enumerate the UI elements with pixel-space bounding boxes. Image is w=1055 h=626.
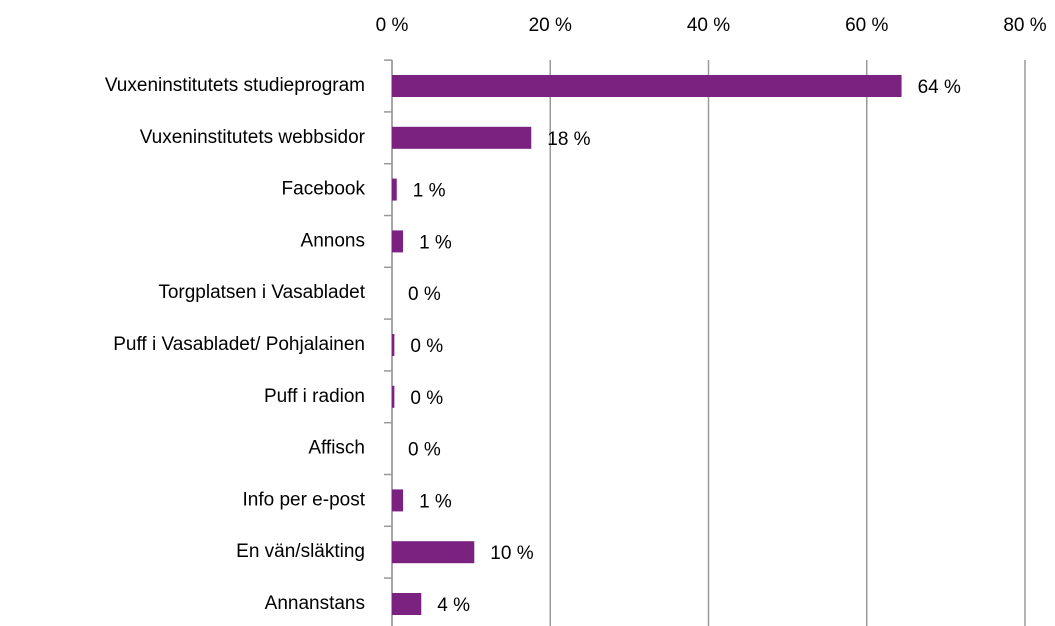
- y-tick-label: Puff i radion: [264, 386, 365, 407]
- y-tick-label: Vuxeninstitutets studieprogram: [105, 75, 365, 96]
- y-tick-label: Vuxeninstitutets webbsidor: [140, 127, 366, 148]
- data-label: 10 %: [490, 543, 533, 564]
- x-tick-label: 40 %: [687, 15, 730, 36]
- y-tick-label: Facebook: [282, 179, 366, 200]
- y-tick-label: Affisch: [308, 438, 365, 459]
- data-label: 0 %: [410, 388, 443, 409]
- y-tick-label: Info per e-post: [242, 489, 365, 510]
- data-label: 1 %: [413, 181, 446, 202]
- data-label: 1 %: [419, 491, 452, 512]
- bar: [392, 489, 404, 512]
- data-label: 0 %: [410, 336, 443, 357]
- x-tick-label: 80 %: [1003, 15, 1046, 36]
- bar: [392, 178, 397, 201]
- data-label: 1 %: [419, 232, 452, 253]
- y-tick-label: Puff i Vasabladet/ Pohjalainen: [113, 334, 365, 355]
- y-tick-label: Annons: [301, 230, 365, 251]
- x-tick-label: 20 %: [529, 15, 572, 36]
- bar: [392, 334, 395, 356]
- data-label: 18 %: [547, 129, 590, 150]
- data-label: 0 %: [408, 284, 441, 305]
- y-tick-label: Torgplatsen i Vasabladet: [158, 282, 365, 303]
- x-tick-label: 60 %: [845, 15, 888, 36]
- bar: [392, 593, 422, 615]
- bar: [392, 75, 902, 97]
- y-tick-label: En vän/släkting: [236, 541, 365, 562]
- bar: [392, 385, 395, 408]
- y-tick-label: Annanstans: [265, 593, 365, 614]
- data-label: 0 %: [408, 440, 441, 461]
- bar: [392, 230, 404, 253]
- data-label: 4 %: [437, 595, 470, 616]
- bar: [392, 126, 532, 149]
- data-label: 64 %: [918, 77, 961, 98]
- x-tick-label: 0 %: [376, 15, 409, 36]
- bar: [392, 541, 475, 564]
